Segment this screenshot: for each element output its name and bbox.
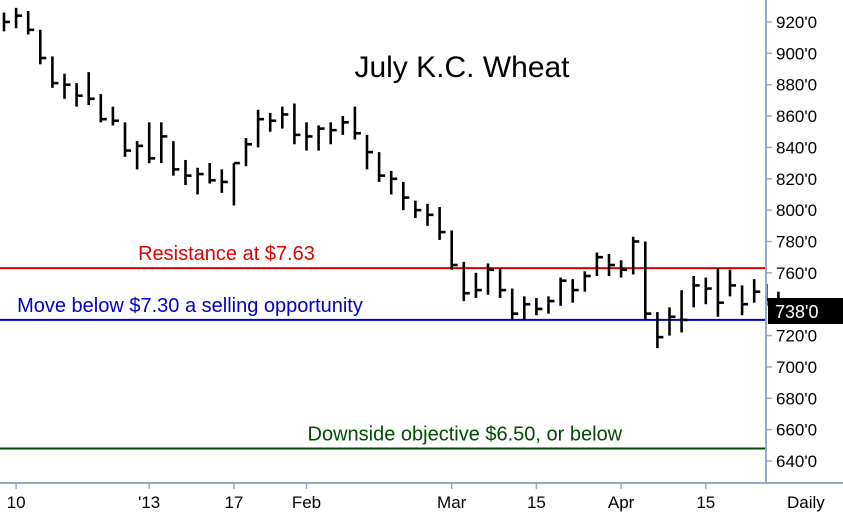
price-bar (438, 207, 446, 240)
price-bar (619, 260, 628, 278)
price-tick-label: 760'0 (776, 264, 817, 283)
price-tick-label: 860'0 (776, 107, 817, 126)
price-bar (26, 10, 35, 35)
price-bar (172, 141, 180, 176)
price-bar (510, 288, 519, 320)
price-bar (559, 277, 567, 306)
price-tick-label: 660'0 (776, 421, 817, 440)
reference-line-label: Move below $7.30 a selling opportunity (17, 295, 363, 317)
annotations: Resistance at $7.63 Move below $7.30 a se… (17, 243, 623, 445)
price-bar (607, 254, 615, 276)
price-bar (293, 103, 301, 145)
time-tick-label: 15 (696, 493, 715, 512)
price-tick-label: 780'0 (776, 233, 817, 252)
price-bar (571, 279, 579, 303)
price-tick-label: 880'0 (776, 76, 817, 95)
price-bar (123, 122, 131, 157)
price-bar (353, 106, 361, 140)
time-tick-label: 10 (7, 493, 26, 512)
price-bar (232, 161, 240, 206)
last-price-marker: 738'0 (768, 298, 843, 324)
price-tick-label: 640'0 (776, 452, 817, 471)
price-bar (38, 29, 47, 65)
price-bar (147, 122, 156, 164)
time-tick-label: Feb (292, 493, 321, 512)
price-bar (692, 276, 700, 308)
price-bar (631, 236, 640, 275)
period-label: Daily (787, 493, 825, 512)
time-tick-label: 15 (527, 493, 546, 512)
price-tick-label: 840'0 (776, 138, 817, 157)
time-tick-label: Mar (437, 493, 467, 512)
price-bar (135, 141, 144, 170)
reference-line-label: Downside objective $6.50, or below (308, 424, 623, 446)
price-bar (547, 296, 555, 314)
price-bar (486, 263, 494, 295)
price-bar (256, 109, 265, 148)
price-bar (365, 134, 373, 170)
price-axis: 920'0 900'0 880'0 860'0 840'0 820'0 800'0 780'0… (766, 13, 817, 471)
price-tick-label: 820'0 (776, 170, 817, 189)
price-bar (341, 116, 349, 135)
price-bar (716, 268, 724, 317)
price-bar (99, 94, 107, 123)
price-bar (75, 83, 83, 107)
time-tick-label: '13 (138, 493, 160, 512)
price-bar (522, 296, 531, 320)
price-bar (535, 297, 543, 316)
reference-line-label: Resistance at $7.63 (138, 243, 315, 265)
price-bar (450, 230, 458, 270)
price-bar (680, 290, 688, 333)
reference-lines (0, 267, 766, 450)
price-tick-label: 680'0 (776, 389, 817, 408)
price-bar (63, 73, 71, 99)
price-bar (595, 252, 603, 276)
price-bar (752, 279, 761, 303)
price-bar (474, 272, 482, 298)
price-bar (51, 56, 59, 88)
last-price-label: 738'0 (775, 302, 818, 322)
price-bar (656, 312, 664, 349)
price-bar (196, 167, 204, 195)
price-bar (317, 125, 325, 151)
chart-title: July K.C. Wheat (354, 51, 570, 84)
time-axis: 10 '13 17 Feb Mar 15 Apr 15 (7, 483, 715, 512)
price-bar (401, 181, 410, 211)
price-bar (305, 122, 313, 151)
price-bar (414, 200, 422, 218)
price-bar (111, 106, 119, 126)
price-bar (377, 152, 386, 182)
price-bar (583, 271, 591, 292)
price-bar (643, 241, 652, 320)
price-bars (2, 7, 785, 349)
price-bar (244, 138, 252, 167)
price-bar (268, 112, 277, 132)
price-bar (389, 170, 398, 195)
price-bar (208, 163, 216, 184)
price-bar (2, 12, 10, 32)
price-bar (329, 122, 337, 145)
time-tick-label: 17 (224, 493, 243, 512)
price-bar (14, 7, 23, 29)
price-bar (426, 203, 434, 226)
price-tick-label: 700'0 (776, 358, 817, 377)
price-bar (462, 261, 470, 302)
price-bar (668, 307, 676, 336)
last-price-box (768, 298, 843, 324)
price-tick-label: 900'0 (776, 44, 817, 63)
price-bar (728, 269, 736, 297)
time-tick-label: Apr (608, 493, 635, 512)
price-bar (160, 122, 168, 164)
price-bar (220, 169, 228, 193)
price-tick-label: 720'0 (776, 327, 817, 346)
price-tick-label: 920'0 (776, 13, 817, 32)
price-tick-label: 800'0 (776, 201, 817, 220)
price-bar (184, 159, 192, 186)
price-bar (87, 72, 95, 106)
price-bar (740, 285, 749, 316)
price-bar (280, 106, 289, 129)
price-bar (498, 268, 507, 298)
price-bar (704, 277, 712, 305)
